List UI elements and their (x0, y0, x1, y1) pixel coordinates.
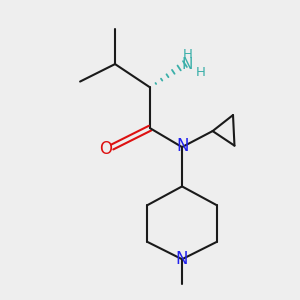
Text: N: N (177, 136, 189, 154)
Text: H: H (196, 66, 206, 79)
Text: H: H (182, 48, 192, 61)
Text: N: N (176, 250, 188, 268)
Text: N: N (182, 57, 193, 72)
Text: O: O (99, 140, 112, 158)
